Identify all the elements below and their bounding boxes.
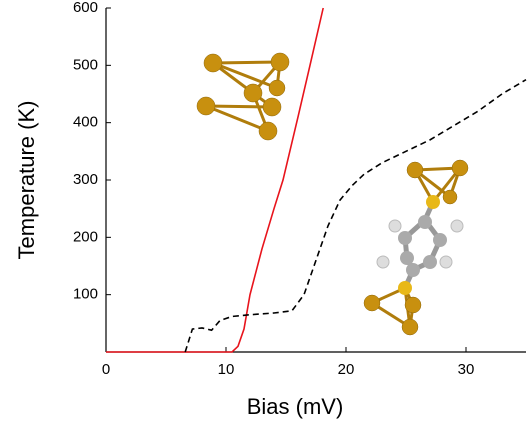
y-tick-label: 100 [73,286,98,303]
data-line [184,78,527,353]
x-tick-label: 20 [338,361,355,378]
x-tick-label: 30 [458,361,475,378]
y-tick-label: 400 [73,114,98,131]
y-tick-label: 300 [73,171,98,188]
y-tick-label: 200 [73,228,98,245]
data-line [106,7,324,353]
x-tick-label: 10 [218,361,235,378]
y-axis-label: Temperature (K) [14,101,39,260]
molecule-illustration [196,52,469,336]
x-axis-label: Bias (mV) [247,394,344,419]
y-tick-label: 500 [73,56,98,73]
x-tick-label: 0 [102,361,110,378]
y-tick-label: 600 [73,0,98,16]
